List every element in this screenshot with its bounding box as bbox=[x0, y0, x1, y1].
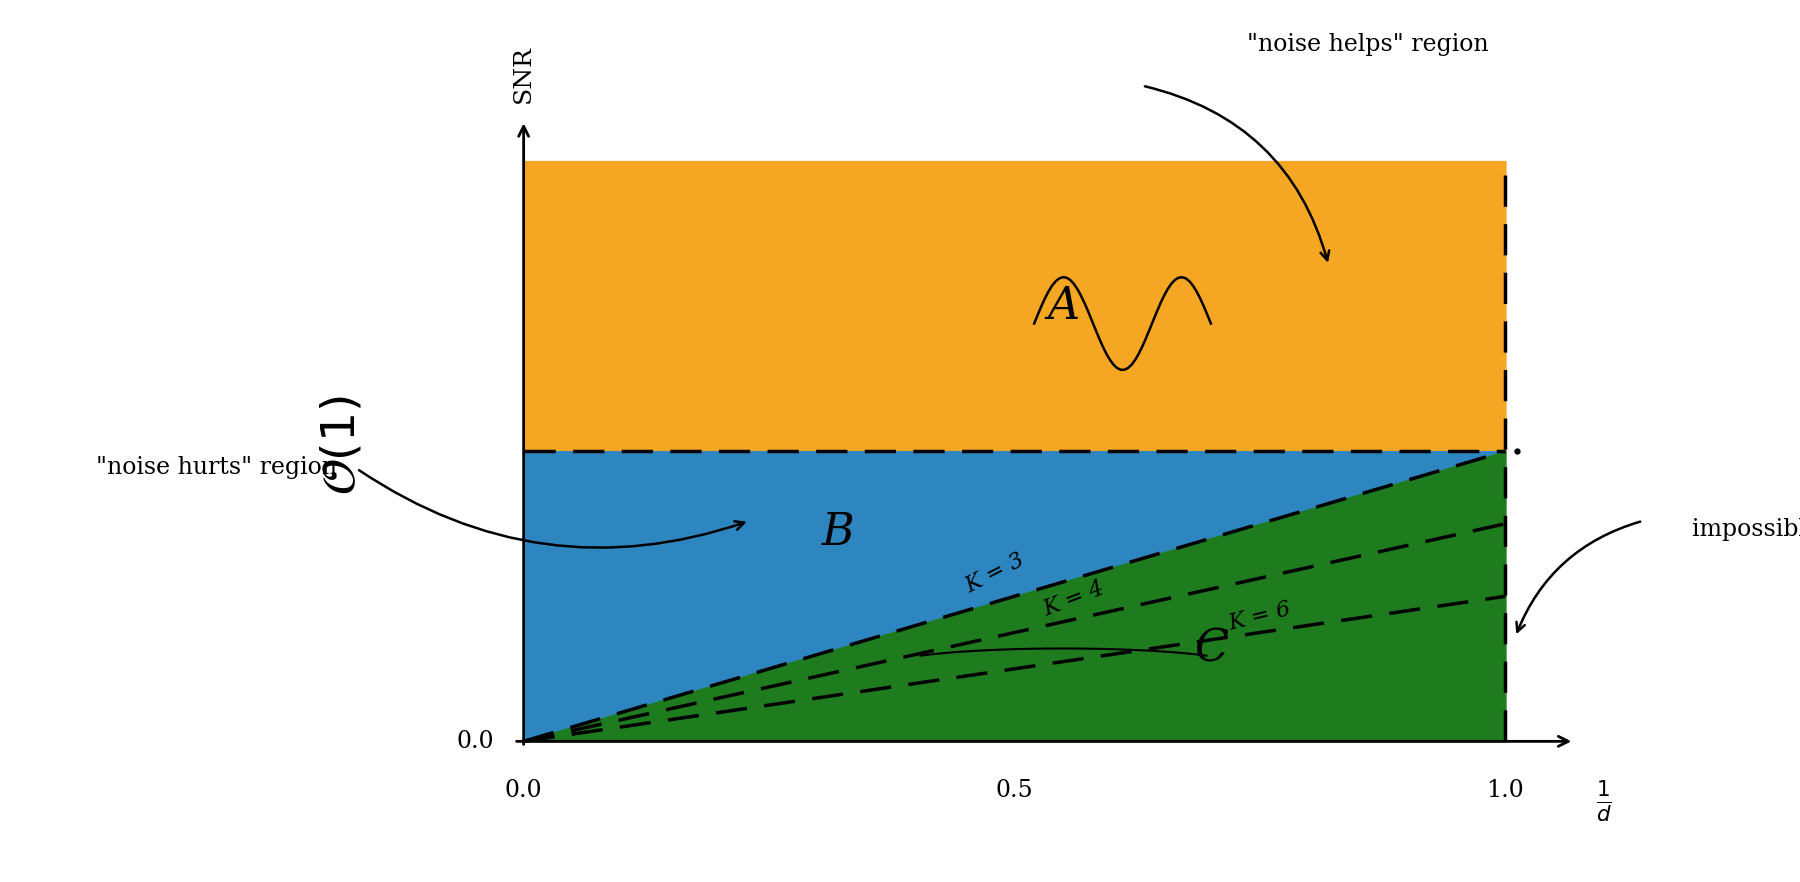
Text: 0.0: 0.0 bbox=[504, 779, 542, 802]
Text: 0.0: 0.0 bbox=[457, 729, 495, 753]
Text: 1.0: 1.0 bbox=[1487, 779, 1525, 802]
Text: A: A bbox=[1048, 285, 1080, 328]
Text: K = 3: K = 3 bbox=[961, 549, 1028, 597]
Text: "noise hurts" region: "noise hurts" region bbox=[95, 456, 337, 479]
Text: "noise helps" region: "noise helps" region bbox=[1247, 33, 1489, 56]
Text: impossible region: impossible region bbox=[1692, 518, 1800, 541]
Text: C: C bbox=[1193, 627, 1228, 670]
Text: SNR: SNR bbox=[513, 45, 535, 103]
Text: K = 4: K = 4 bbox=[1040, 578, 1107, 621]
Text: 0.5: 0.5 bbox=[995, 779, 1033, 802]
Text: K = 6: K = 6 bbox=[1226, 598, 1294, 635]
Text: $\frac{1}{d}$: $\frac{1}{d}$ bbox=[1597, 779, 1611, 826]
Text: B: B bbox=[821, 511, 855, 554]
Text: $\mathcal{O}(1)$: $\mathcal{O}(1)$ bbox=[319, 395, 365, 496]
